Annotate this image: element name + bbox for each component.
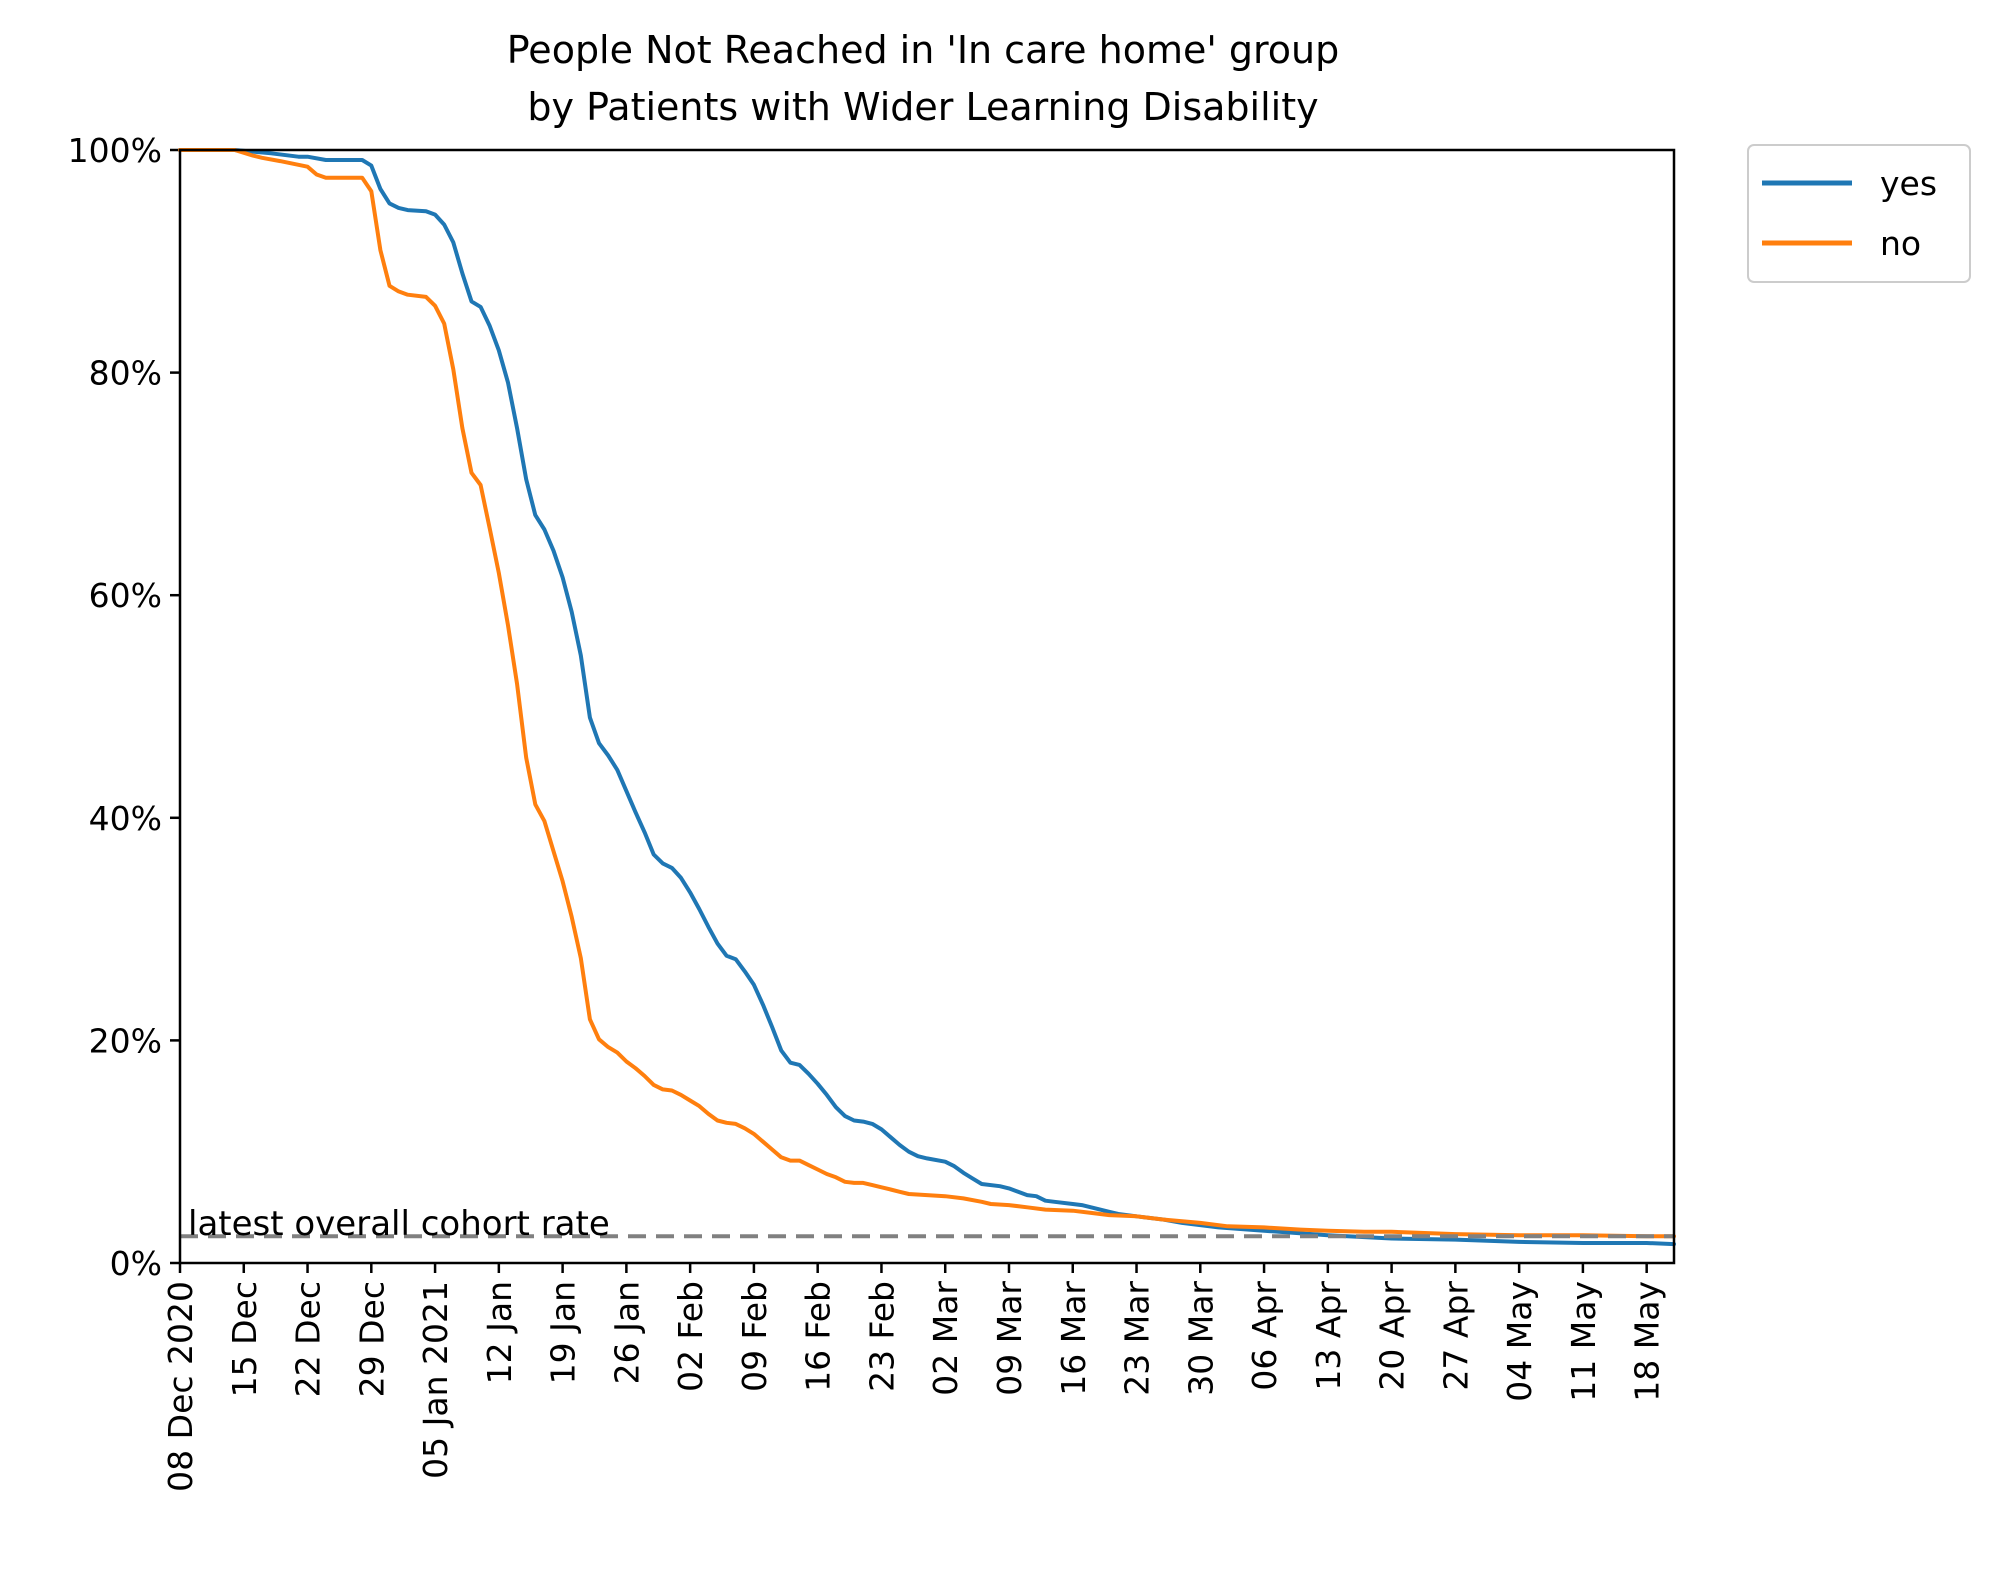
x-tick-label: 02 Mar [926, 1281, 965, 1396]
x-tick-label: 06 Apr [1245, 1281, 1284, 1391]
y-tick-label: 80% [89, 354, 162, 393]
x-tick-label: 09 Mar [990, 1281, 1029, 1396]
x-tick-label: 13 Apr [1309, 1281, 1348, 1391]
x-tick-label: 08 Dec 2020 [161, 1281, 200, 1492]
x-tick-label: 23 Mar [1118, 1281, 1157, 1396]
x-tick-label: 02 Feb [671, 1281, 710, 1392]
x-tick-label: 23 Feb [862, 1281, 901, 1392]
reference-line-label: latest overall cohort rate [188, 1204, 610, 1244]
legend-label-yes: yes [1880, 164, 1937, 203]
chart-title-line-1: People Not Reached in 'In care home' gro… [507, 28, 1339, 72]
series-line-yes [178, 148, 1676, 1247]
x-tick-label: 05 Jan 2021 [416, 1281, 455, 1479]
x-axis-ticks: 08 Dec 2020 15 Dec 22 Dec 29 Dec 05 Jan 2021… [161, 1263, 1667, 1492]
x-tick-label: 29 Dec [352, 1281, 391, 1397]
x-tick-label: 12 Jan [480, 1281, 519, 1384]
x-tick-label: 22 Dec [289, 1281, 328, 1397]
plot-frame [178, 148, 1676, 1265]
plot-series [178, 148, 1676, 1247]
x-tick-label: 30 Mar [1181, 1281, 1220, 1396]
x-tick-label: 11 May [1564, 1281, 1603, 1402]
y-axis-ticks: 0% 20% 40% 60% 80% 100% [68, 131, 180, 1283]
x-tick-label: 09 Feb [735, 1281, 774, 1392]
y-tick-label: 40% [89, 799, 162, 838]
x-tick-label: 20 Apr [1373, 1281, 1412, 1391]
y-tick-label: 100% [68, 131, 162, 170]
x-tick-label: 26 Jan [607, 1281, 646, 1384]
y-tick-label: 60% [89, 576, 162, 615]
x-tick-label: 16 Mar [1054, 1281, 1093, 1396]
x-tick-label: 15 Dec [225, 1281, 264, 1397]
y-tick-label: 0% [110, 1244, 162, 1283]
x-tick-label: 27 Apr [1436, 1281, 1475, 1391]
series-line-no [178, 148, 1676, 1239]
x-tick-label: 18 May [1628, 1281, 1667, 1402]
x-tick-label: 04 May [1500, 1281, 1539, 1402]
y-tick-label: 20% [89, 1021, 162, 1060]
legend-box [1747, 144, 1971, 283]
legend: yes no [1747, 144, 1971, 283]
x-tick-label: 19 Jan [544, 1281, 583, 1384]
legend-label-no: no [1880, 224, 1921, 263]
chart-title-line-2: by Patients with Wider Learning Disabili… [527, 85, 1318, 129]
x-tick-label: 16 Feb [799, 1281, 838, 1392]
